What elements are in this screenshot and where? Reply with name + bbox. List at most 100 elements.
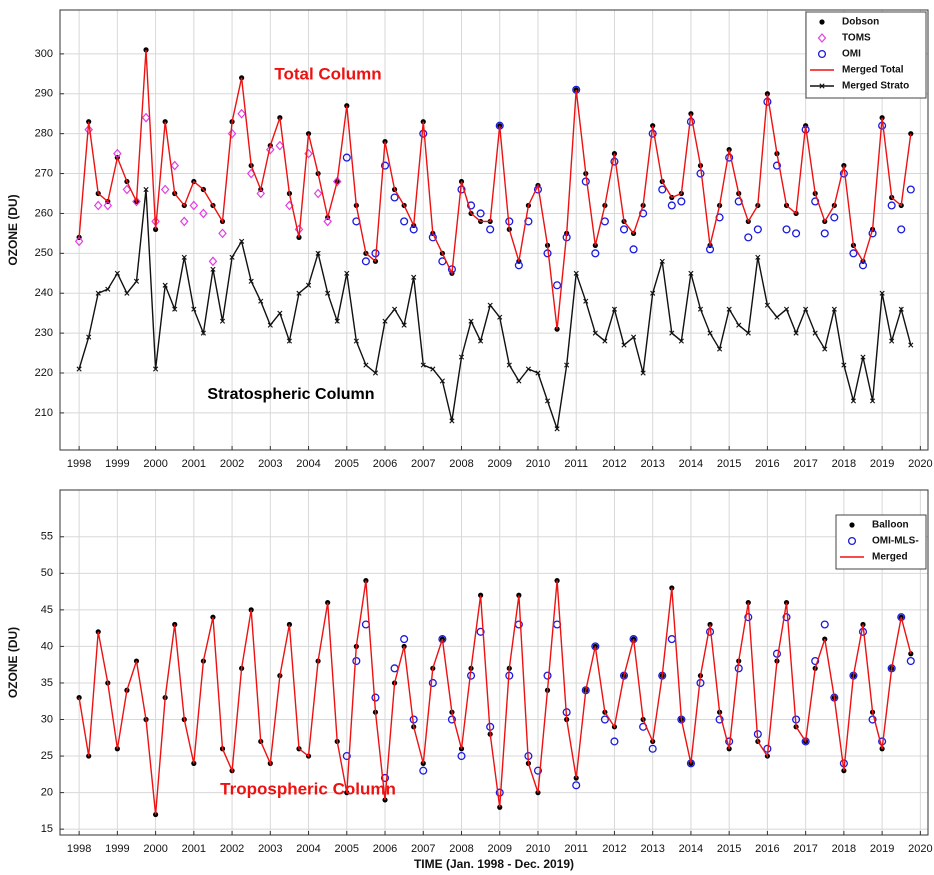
x-marker [535,370,541,376]
circle-marker [667,201,676,210]
x-marker [630,334,637,340]
x-marker [325,290,331,296]
y-tick-label: 50 [41,567,53,579]
x-marker [860,354,866,360]
x-marker [239,238,245,244]
series [76,186,914,432]
diamond-marker [237,108,246,119]
circle-marker [849,249,858,258]
x-marker [678,338,684,344]
diamond-marker [218,228,227,239]
x-marker [305,282,312,288]
legend-label: Merged [872,552,908,563]
circle-marker [897,225,906,234]
x-marker [544,398,551,404]
y-tick-label: 25 [41,750,53,762]
x-marker [153,366,159,372]
x-marker [726,306,732,312]
circle-marker [486,225,495,234]
y-tick-label: 40 [41,640,53,652]
y-tick-label: 250 [35,247,53,259]
x-tick-label: 2001 [182,458,206,470]
y-tick-label: 45 [41,604,53,616]
circle-marker [600,715,609,724]
legend-label: Dobson [842,17,879,28]
diamond-marker [141,112,151,123]
circle-marker [744,613,753,622]
x-marker [745,330,751,336]
x-marker [363,362,369,368]
x-marker [908,342,914,348]
x-marker [506,362,512,368]
x-marker [248,278,254,284]
x-marker [879,290,885,296]
x-marker [181,254,187,260]
x-tick-label: 2010 [526,458,550,470]
circle-marker [419,766,428,775]
x-tick-label: 2002 [220,843,244,855]
x-tick-label: 1999 [105,843,129,855]
series [342,85,915,290]
circle-marker [753,225,762,234]
x-tick-label: 2019 [870,458,894,470]
x-marker [774,314,780,320]
x-marker [707,330,713,336]
diamond-marker [208,256,218,267]
x-marker [95,290,101,296]
circle-marker [495,788,504,797]
y-tick-label: 220 [35,367,53,379]
x-axis-label: TIME (Jan. 1998 - Dec. 2019) [414,857,574,871]
diamond-marker [74,236,84,247]
circle-marker [906,185,915,194]
circle-marker [782,225,791,234]
x-marker [669,330,675,336]
series-line [78,580,912,815]
circle-marker [817,49,827,59]
circle-marker [782,613,791,622]
x-marker [172,306,178,312]
x-marker [286,338,293,344]
circle-marker [591,249,600,258]
x-marker [497,314,503,320]
y-tick-label: 300 [35,48,53,60]
x-marker [831,306,837,312]
circle-marker [792,229,801,238]
diamond-marker [817,33,827,43]
circle-marker [342,752,351,761]
plot-frame [59,489,929,836]
x-tick-label: 2003 [258,843,282,855]
x-marker [430,366,436,372]
x-marker [793,330,799,336]
x-tick-label: 2005 [335,843,359,855]
y-tick-label: 15 [41,823,53,835]
x-tick-label: 2012 [602,843,626,855]
x-marker [478,338,484,344]
x-marker [124,290,130,296]
x-tick-label: 1998 [67,843,91,855]
x-marker [86,334,92,340]
diamond-marker [332,176,342,187]
x-marker [487,302,493,308]
x-tick-label: 2003 [258,458,282,470]
circle-marker [476,209,485,218]
x-marker [564,362,570,368]
x-tick-label: 2009 [487,843,511,855]
x-marker [162,282,168,288]
x-tick-label: 2018 [832,458,856,470]
y-tick-label: 55 [41,531,53,543]
y-axis-label: OZONE (DU) [6,194,20,265]
x-marker [583,298,589,304]
x-tick-label: 2000 [143,458,167,470]
circle-marker [830,213,839,222]
x-marker [755,254,761,260]
y-tick-label: 230 [35,327,53,339]
circle-marker [619,225,629,234]
x-marker [659,258,665,264]
x-marker [382,318,388,324]
circle-marker [428,678,437,688]
y-tick-label: 270 [35,167,53,179]
series [78,580,912,815]
circle-marker [572,781,581,790]
x-marker [525,366,532,372]
circle-marker [820,229,829,238]
